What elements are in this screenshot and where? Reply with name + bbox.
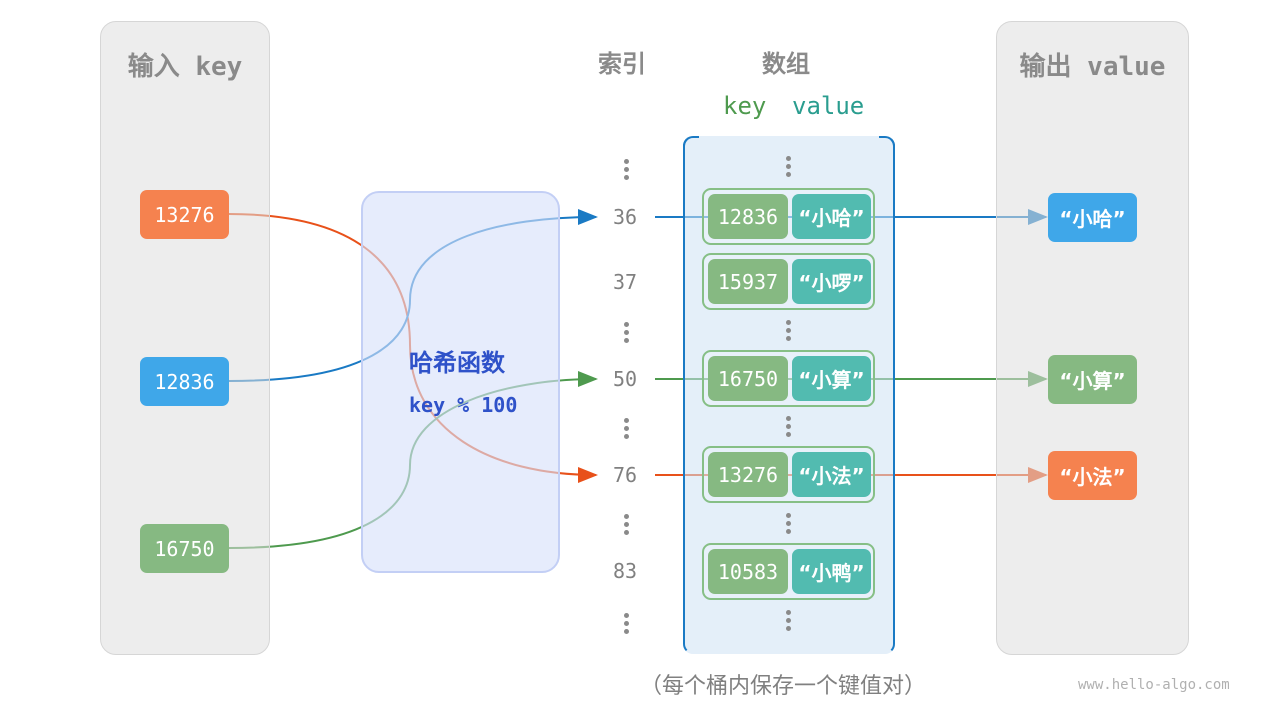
index-76: 76 bbox=[612, 463, 638, 487]
output-panel: 输出 value bbox=[996, 21, 1189, 655]
bucket-key: 10583 bbox=[708, 549, 788, 594]
ellipsis-icon bbox=[786, 513, 792, 537]
ellipsis-icon bbox=[624, 514, 630, 538]
bucket-key: 16750 bbox=[708, 356, 788, 401]
hash-function-formula: key % 100 bbox=[409, 393, 518, 417]
bucket-pair-36: 12836 “小哈” bbox=[702, 188, 875, 245]
index-37: 37 bbox=[612, 270, 638, 294]
ellipsis-icon bbox=[786, 156, 792, 180]
bucket-value: “小哈” bbox=[792, 194, 871, 239]
ellipsis-icon bbox=[624, 613, 630, 637]
index-36: 36 bbox=[612, 205, 638, 229]
bucket-key: 13276 bbox=[708, 452, 788, 497]
bucket-key: 15937 bbox=[708, 259, 788, 304]
input-key-13276: 13276 bbox=[140, 190, 229, 239]
bucket-pair-83: 10583 “小鸭” bbox=[702, 543, 875, 600]
array-header: 数组 bbox=[762, 50, 810, 78]
ellipsis-icon bbox=[786, 320, 792, 344]
bucket-value: “小啰” bbox=[792, 259, 871, 304]
output-value-xiaofa: “小法” bbox=[1048, 451, 1137, 500]
input-key-12836: 12836 bbox=[140, 357, 229, 406]
watermark: www.hello-algo.com bbox=[1078, 677, 1230, 693]
index-header: 索引 bbox=[598, 50, 646, 78]
output-value-xiaoha: “小哈” bbox=[1048, 193, 1137, 242]
hash-function-box: 哈希函数 key % 100 bbox=[361, 191, 560, 573]
bucket-key: 12836 bbox=[708, 194, 788, 239]
ellipsis-icon bbox=[624, 418, 630, 442]
key-column-header: key bbox=[723, 92, 767, 120]
value-column-header: value bbox=[792, 92, 865, 120]
caption: （每个桶内保存一个键值对） bbox=[640, 674, 927, 699]
ellipsis-icon bbox=[624, 159, 630, 183]
bucket-pair-76: 13276 “小法” bbox=[702, 446, 875, 503]
bucket-value: “小算” bbox=[792, 356, 871, 401]
bucket-value: “小法” bbox=[792, 452, 871, 497]
bucket-value: “小鸭” bbox=[792, 549, 871, 594]
ellipsis-icon bbox=[786, 610, 792, 634]
input-panel-title: 输入 key bbox=[127, 52, 243, 82]
output-value-xiaosuan: “小算” bbox=[1048, 355, 1137, 404]
input-key-16750: 16750 bbox=[140, 524, 229, 573]
bucket-pair-50: 16750 “小算” bbox=[702, 350, 875, 407]
output-panel-title: 输出 value bbox=[1019, 52, 1166, 82]
index-50: 50 bbox=[612, 367, 638, 391]
index-83: 83 bbox=[612, 559, 638, 583]
hash-function-title: 哈希函数 bbox=[409, 349, 505, 377]
ellipsis-icon bbox=[786, 416, 792, 440]
bucket-pair-37: 15937 “小啰” bbox=[702, 253, 875, 310]
ellipsis-icon bbox=[624, 322, 630, 346]
